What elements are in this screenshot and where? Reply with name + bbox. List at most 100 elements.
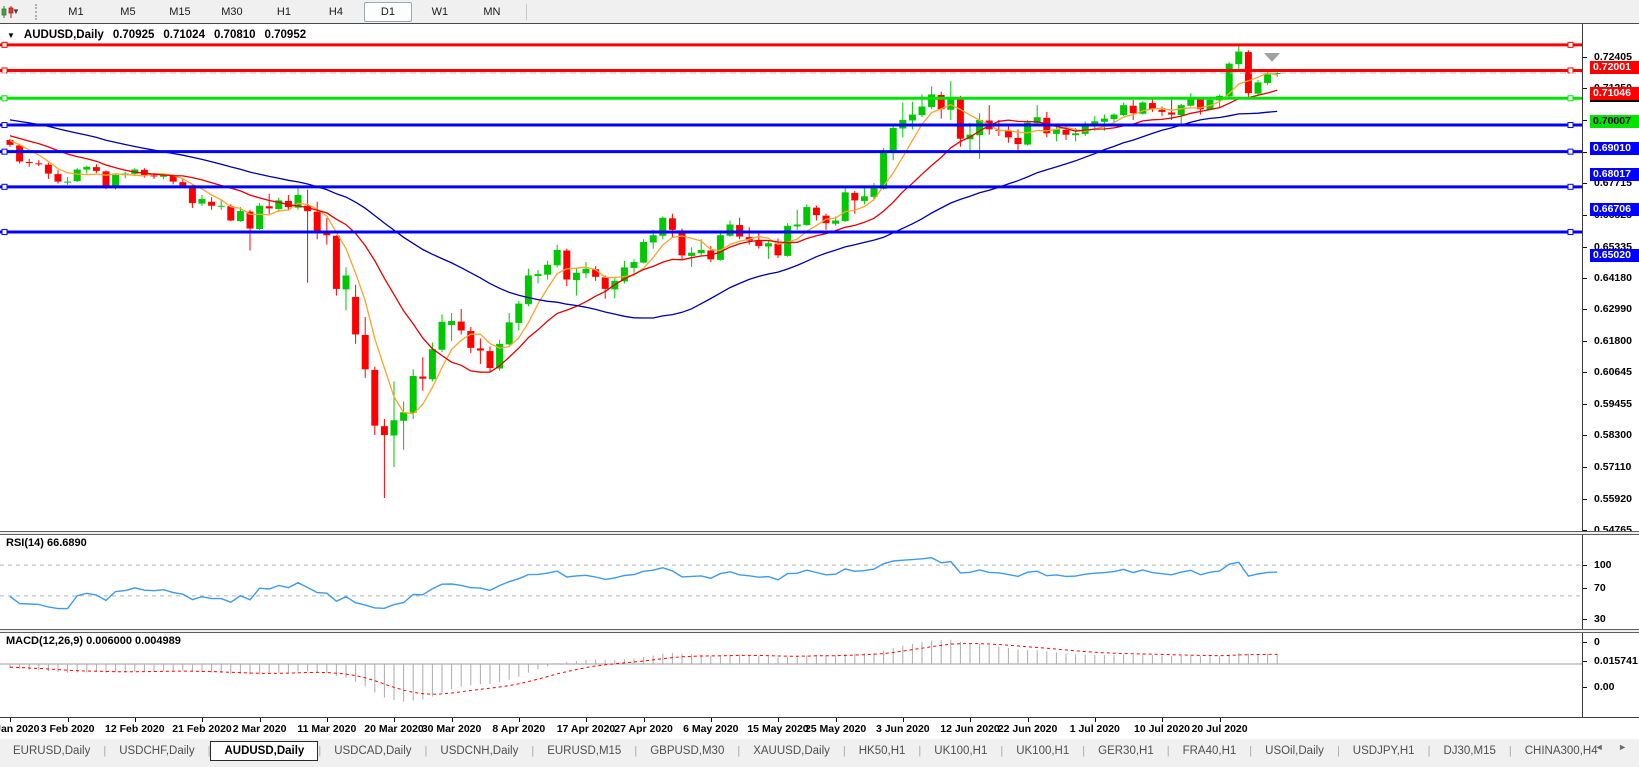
chart-tab-XAUUSD-Daily[interactable]: XAUUSD,Daily [753, 745, 830, 757]
macd-panel[interactable] [0, 632, 1582, 717]
chart-tab-bar: EURUSD,Daily | USDCHF,Daily | AUDUSD,Daily | U… [0, 737, 1639, 767]
axis-tick-mark [1583, 499, 1587, 500]
chart-tab-USDJPY-H1[interactable]: USDJPY,H1 [1352, 745, 1415, 757]
chart-tab-USDCAD-Daily[interactable]: USDCAD,Daily [334, 745, 412, 757]
axis-tick-mark [1583, 88, 1587, 89]
chart-tab-UK100-H1[interactable]: UK100,H1 [1016, 745, 1070, 757]
date-tick-label: 8 Apr 2020 [492, 723, 546, 735]
tab-scroll-right-icon[interactable]: ► [1618, 742, 1633, 752]
tab-separator: | [1427, 745, 1431, 757]
chart-tab-FRA40-H1[interactable]: FRA40,H1 [1182, 745, 1237, 757]
chart-tab-USDCNH-Daily[interactable]: USDCNH,Daily [440, 745, 519, 757]
candlesticks [6, 44, 1281, 499]
date-tick-mark [326, 718, 328, 722]
tab-separator: | [634, 745, 638, 757]
chart-tab-EURUSD-M15[interactable]: EURUSD,M15 [547, 745, 622, 757]
chart-tab-GER30-H1[interactable]: GER30,H1 [1098, 745, 1154, 757]
date-tick-label: 20 Mar 2020 [364, 723, 424, 735]
date-tick-label: 1 Jul 2020 [1069, 723, 1120, 735]
tab-separator: | [918, 745, 922, 757]
axis-tick-label: 30 [1594, 613, 1606, 625]
date-tick-mark [1219, 718, 1221, 722]
tab-separator: | [1508, 745, 1512, 757]
axis-tick-mark [1583, 278, 1587, 279]
tab-scroll-arrows: ◄ ► [1595, 742, 1633, 752]
axis-tick-label: 0.59455 [1594, 398, 1632, 410]
date-tick-label: 25 May 2020 [804, 723, 867, 735]
date-tick-label: 6 May 2020 [683, 723, 739, 735]
chart-tab-EURUSD-Daily[interactable]: EURUSD,Daily [13, 745, 91, 757]
date-tick-mark [778, 718, 779, 722]
date-tick-mark [67, 718, 69, 722]
ohlc-open: 0.70925 [112, 29, 155, 41]
date-tick-mark [202, 718, 203, 722]
axis-tick-mark [1583, 215, 1587, 216]
date-tick-label: 11 Mar 2020 [297, 723, 357, 735]
macd-histogram [9, 639, 1278, 702]
axis-tick-mark [1583, 435, 1587, 436]
axis-tick-mark [1583, 404, 1587, 405]
timeframe-button-M30[interactable]: M30 [221, 5, 243, 18]
panel-divider[interactable] [0, 629, 1639, 633]
date-tick-mark [586, 718, 587, 722]
date-tick-label: 30 Mar 2020 [421, 723, 482, 735]
timeframe-button-D1[interactable]: D1 [363, 1, 412, 22]
level-price-label: 0.66706 [1590, 203, 1639, 217]
chart-tab-AUDUSD-Daily[interactable]: AUDUSD,Daily [210, 741, 319, 761]
date-tick-mark [902, 718, 904, 722]
date-tick-mark [134, 718, 136, 722]
timeframe-button-H4[interactable]: H4 [328, 5, 343, 18]
axis-tick-mark [1583, 120, 1587, 121]
chart-title: ▼ AUDUSD,Daily 0.70925 0.71024 0.70810 0… [7, 29, 306, 41]
date-tick-label: 27 Apr 2020 [614, 723, 673, 735]
axis-tick-mark [1583, 183, 1587, 184]
chart-tab-DJ30-M15[interactable]: DJ30,M15 [1443, 745, 1496, 757]
toolbar-grip[interactable] [34, 3, 40, 20]
timeframe-button-W1[interactable]: W1 [431, 5, 449, 18]
axis-tick-mark [1583, 372, 1587, 373]
macd-indicator-label: MACD(12,26,9) 0.006000 0.004989 [6, 635, 181, 647]
axis-tick-mark [1583, 467, 1587, 468]
chart-tab-HK50-H1[interactable]: HK50,H1 [858, 745, 906, 757]
axis-tick-mark [1583, 57, 1587, 58]
timeframe-button-M15[interactable]: M15 [169, 5, 191, 18]
panel-divider[interactable] [0, 531, 1639, 535]
date-tick-label: 3 Jun 2020 [875, 723, 930, 735]
tab-separator: | [1249, 745, 1253, 757]
tab-separator: | [207, 745, 211, 757]
timeframe-button-M1[interactable]: M1 [68, 5, 84, 18]
chart-tab-CHINA300-H4[interactable]: CHINA300,H4 [1524, 745, 1598, 757]
date-tick-mark [710, 718, 712, 722]
chart-tab-GBPUSD-M30[interactable]: GBPUSD,M30 [650, 745, 725, 757]
price-axis[interactable]: 0.724050.712500.700600.688700.677150.665… [1583, 24, 1639, 738]
date-tick-mark [835, 718, 837, 722]
axis-tick-label: 70 [1594, 582, 1606, 594]
date-tick-label: 24 Jan 2020 [0, 723, 40, 735]
tab-scroll-left-icon[interactable]: ◄ [1594, 742, 1610, 752]
chart-tab-USDCHF-Daily[interactable]: USDCHF,Daily [119, 745, 195, 757]
chart-tab-UK100-H1[interactable]: UK100,H1 [934, 745, 988, 757]
chart-menu-triangle-icon[interactable]: ▼ [7, 30, 15, 40]
ohlc-low: 0.70810 [213, 29, 256, 41]
chart-window: ▼ AUDUSD,Daily 0.70925 0.71024 0.70810 0… [0, 23, 1639, 739]
gray-triangle-marker [1264, 53, 1280, 62]
date-tick-mark [518, 718, 520, 722]
timeframe-button-H1[interactable]: H1 [276, 5, 291, 18]
main-price-chart[interactable] [0, 26, 1582, 531]
tab-separator: | [737, 745, 741, 757]
date-tick-label: 21 Feb 2020 [172, 723, 232, 735]
chart-type-button[interactable]: ▼ [1, 5, 23, 18]
axis-tick-label: 0.015741 [1594, 655, 1638, 667]
rsi-panel[interactable] [0, 534, 1582, 629]
axis-tick-label: 0.64180 [1594, 272, 1632, 284]
timeframe-button-MN[interactable]: MN [483, 5, 501, 18]
timeframe-button-M5[interactable]: M5 [120, 5, 136, 18]
chart-symbol-period: AUDUSD,Daily [23, 29, 104, 41]
date-tick-mark [1027, 718, 1029, 722]
horizontal-level-lines[interactable] [0, 41, 1582, 236]
chart-tab-USOil-Daily[interactable]: USOil,Daily [1265, 745, 1324, 757]
date-tick-label: 2 Mar 2020 [232, 723, 287, 735]
axis-tick-label: 100 [1594, 559, 1612, 571]
